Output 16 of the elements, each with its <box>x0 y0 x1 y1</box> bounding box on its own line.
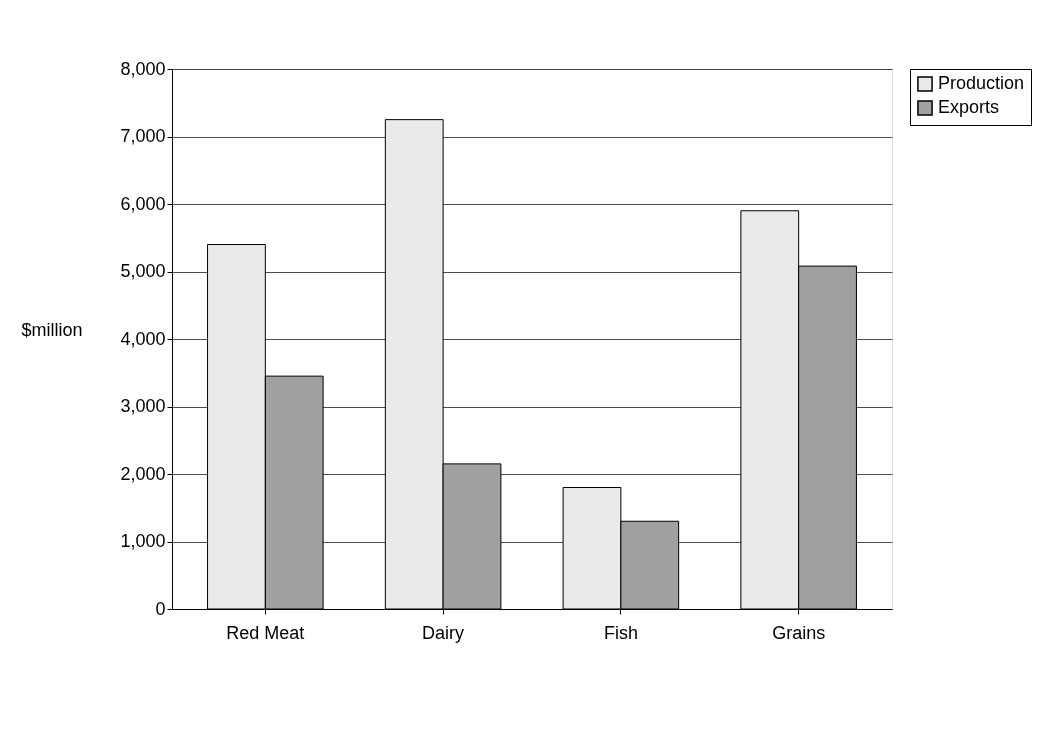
legend-label: Production <box>938 73 1025 93</box>
y-tick-label: 3,000 <box>120 396 166 416</box>
y-tick-label: 6,000 <box>120 193 166 214</box>
y-tick-label: 4,000 <box>120 328 166 349</box>
y-tick-label: 0 <box>155 598 166 619</box>
x-tick-label: Fish <box>603 622 638 643</box>
x-tick-label: Grains <box>772 622 826 643</box>
x-tick-label: Dairy <box>422 622 465 643</box>
x-tick-label: Red Meat <box>226 622 305 643</box>
y-axis-title: $million <box>21 319 83 340</box>
legend-label: Exports <box>938 97 1000 117</box>
y-tick-label: 7,000 <box>120 126 166 146</box>
y-tick-label: 2,000 <box>120 463 166 484</box>
y-tick-label: 5,000 <box>120 261 166 281</box>
y-tick-label: 8,000 <box>120 58 166 79</box>
y-tick-label: 1,000 <box>120 531 166 551</box>
